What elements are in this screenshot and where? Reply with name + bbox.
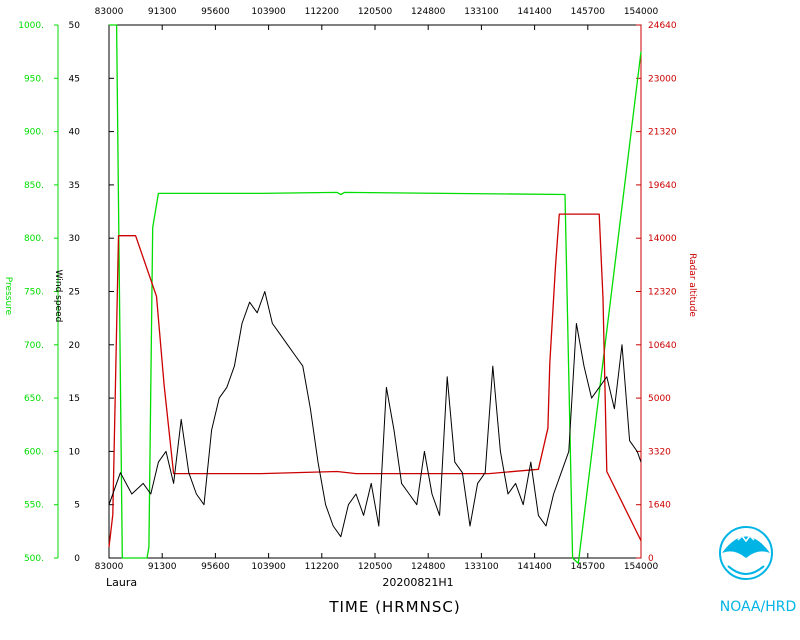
series-line-pressure [109, 24, 642, 564]
x-tick-label-bottom: 112200 [305, 562, 340, 572]
pressure-axis-label: Pressure [3, 277, 13, 316]
x-tick-label-top: 141400 [517, 7, 552, 17]
altitude-tick-label: 21320 [648, 128, 677, 138]
pressure-tick-label: 750. [24, 288, 44, 298]
altitude-tick-label: 12320 [648, 288, 677, 298]
x-tick-label-bottom: 124800 [411, 562, 446, 572]
x-tick-label-bottom: 95600 [201, 562, 230, 572]
wind-axis: 0 5 10 15 20 25 30 35 40 45 50 Wind speed [53, 21, 114, 564]
pressure-tick-label: 950. [24, 74, 44, 84]
x-tick-label-bottom: 83000 [95, 562, 124, 572]
x-tick-label-bottom: 154000 [624, 562, 659, 572]
altitude-tick-label: 1640 [648, 501, 671, 511]
pressure-tick-label: 1000. [18, 21, 44, 31]
series-line-wind [108, 291, 642, 538]
organization-label: NOAA/HRD [720, 599, 797, 615]
plot-frame [108, 24, 642, 559]
pressure-axis: 500. 550. 600. 650. 700. 750. 800. 850. 900. 950.… [3, 21, 59, 564]
pressure-tick-label: 900. [24, 128, 44, 138]
x-tick-label-bottom: 145700 [571, 562, 606, 572]
x-tick-label-top: 91300 [148, 7, 177, 17]
x-tick-label-top: 120500 [358, 7, 393, 17]
altitude-tick-label: 14000 [648, 234, 677, 244]
series-layer [108, 24, 642, 564]
x-tick-label-bottom: 91300 [148, 562, 177, 572]
altitude-axis-label: Radar altitude [687, 253, 697, 317]
x-tick-label-top: 124800 [411, 7, 446, 17]
pressure-tick-label: 850. [24, 181, 44, 191]
x-tick-label-top: 83000 [95, 7, 124, 17]
wind-tick-label: 40 [69, 128, 81, 138]
x-tick-label-top: 112200 [305, 7, 340, 17]
x-tick-label-top: 95600 [201, 7, 230, 17]
altitude-tick-label: 5000 [648, 394, 671, 404]
wind-axis-label: Wind speed [53, 270, 63, 323]
x-tick-label-bottom: 103900 [251, 562, 286, 572]
pressure-tick-label: 700. [24, 341, 44, 351]
pressure-tick-label: 550. [24, 501, 44, 511]
noaa-logo: NOAA/HRD [719, 526, 797, 615]
x-tick-label-top: 145700 [571, 7, 606, 17]
wind-tick-label: 35 [69, 181, 80, 191]
x-ticks-top: 83000 91300 95600 103900 112200 120500 124800 1… [95, 7, 659, 30]
wind-tick-label: 45 [69, 74, 80, 84]
altitude-tick-label: 3320 [648, 447, 671, 457]
series-line-altitude [108, 213, 642, 548]
wind-tick-label: 5 [74, 501, 80, 511]
wind-tick-label: 10 [69, 447, 81, 457]
x-axis-title: TIME (HRMNSC) [328, 598, 460, 616]
pressure-tick-label: 650. [24, 394, 44, 404]
x-tick-label-top: 103900 [251, 7, 286, 17]
altitude-tick-label: 0 [648, 554, 654, 564]
flight-id-label: 20200821H1 [382, 576, 453, 589]
x-tick-label-bottom: 141400 [517, 562, 552, 572]
altitude-tick-label: 24640 [648, 21, 677, 31]
altitude-axis: 0 1640 3320 5000 10640 12320 14000 19640 21320 23… [636, 21, 697, 564]
pressure-tick-label: 500. [24, 554, 44, 564]
wind-tick-label: 15 [69, 394, 80, 404]
pressure-tick-label: 800. [24, 234, 44, 244]
x-tick-label-top: 133100 [464, 7, 499, 17]
altitude-tick-label: 19640 [648, 181, 677, 191]
x-tick-label-top: 154000 [624, 7, 659, 17]
altitude-tick-label: 23000 [648, 74, 677, 84]
wind-tick-label: 0 [74, 554, 80, 564]
x-ticks-bottom: 83000 91300 95600 103900 112200 120500 124800 1… [95, 553, 659, 572]
wind-tick-label: 25 [69, 288, 80, 298]
x-tick-label-bottom: 120500 [358, 562, 393, 572]
wind-tick-label: 50 [69, 21, 81, 31]
storm-label: Laura [106, 576, 137, 589]
pressure-tick-label: 600. [24, 447, 44, 457]
wind-tick-label: 20 [69, 341, 81, 351]
altitude-tick-label: 10640 [648, 341, 677, 351]
x-tick-label-bottom: 133100 [464, 562, 499, 572]
wind-tick-label: 30 [69, 234, 81, 244]
